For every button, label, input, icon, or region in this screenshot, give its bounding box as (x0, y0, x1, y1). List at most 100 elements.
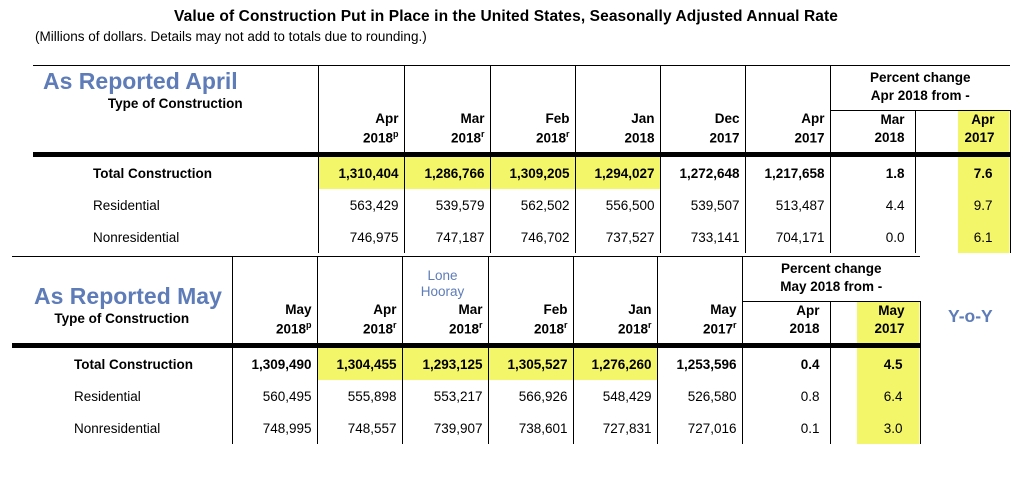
table-row-residential: Residential 560,495 555,898 553,217 566,… (12, 380, 921, 413)
data-cell: 746,702 (489, 221, 575, 254)
column-header-jan2018: Jan 2018r (572, 256, 657, 349)
data-cell: 746,975 (317, 221, 404, 254)
data-cell: 1,294,027 (574, 154, 660, 190)
data-cell: 1,309,205 (489, 154, 575, 190)
row-label: Total Construction (93, 165, 212, 181)
column-header-feb2018: Feb 2018r (487, 256, 573, 349)
data-cell: 562,502 (489, 189, 575, 222)
data-cell: 539,579 (403, 189, 490, 222)
data-cell: 727,831 (572, 412, 657, 445)
pct-subheader-mar2018: Mar 2018 (829, 110, 915, 158)
data-cell: 1,253,596 (656, 345, 742, 381)
row-label: Total Construction (74, 356, 193, 372)
data-cell: 526,580 (656, 380, 742, 413)
superscript-r: r (392, 319, 397, 330)
table-row-residential: Residential 563,429 539,579 562,502 556,… (33, 189, 1011, 222)
table-row-total-construction: Total Construction 1,309,490 1,304,455 1… (12, 345, 921, 381)
column-header-mar2018: Mar 2018r (403, 65, 490, 158)
column-header-feb2018: Feb 2018r (489, 65, 575, 158)
superscript-p: p (393, 128, 399, 139)
data-cell: 1,309,490 (231, 345, 317, 381)
data-cell: 1,276,260 (572, 345, 657, 381)
section-title-april: As Reported April (43, 68, 238, 94)
percent-change-group-header: Percent change May 2018 from - (741, 256, 921, 302)
lone-hooray-note: Lone Hooray (420, 268, 465, 300)
data-cell: 566,926 (487, 380, 573, 413)
column-header-apr2018: Apr 2018r (316, 256, 402, 349)
superscript-r: r (647, 319, 652, 330)
pct-subheader-may2017-highlighted: May 2017 (829, 301, 921, 349)
page-subtitle: (Millions of dollars. Details may not ad… (35, 29, 427, 44)
pct-cell: 1.8 (829, 154, 915, 190)
pct-cell: 0.0 (829, 221, 915, 254)
data-cell: 1,293,125 (401, 345, 488, 381)
data-cell: 539,507 (659, 189, 745, 222)
pct-subheader-apr2018: Apr 2018 (741, 301, 830, 349)
table-corner: As Reported May Type of Construction (12, 256, 232, 349)
page-title: Value of Construction Put in Place in th… (174, 8, 838, 25)
pct-cell-highlighted: 6.4 (829, 380, 921, 413)
table-row-nonresidential: Nonresidential 746,975 747,187 746,702 7… (33, 221, 1011, 254)
table-corner: As Reported April Type of Construction (33, 65, 318, 158)
table-as-reported-april: As Reported April Type of Construction A… (33, 65, 1011, 254)
row-label: Nonresidential (74, 420, 161, 436)
table-row-nonresidential: Nonresidential 748,995 748,557 739,907 7… (12, 412, 921, 445)
column-header-apr2018: Apr 2018p (317, 65, 404, 158)
data-cell: 555,898 (316, 380, 402, 413)
column-header-apr2017: Apr 2017 (744, 65, 830, 158)
corner-label: Type of Construction (107, 96, 243, 111)
section-title-may: As Reported May (34, 283, 222, 309)
column-header-may2017: May 2017r (656, 256, 742, 349)
data-cell: 1,217,658 (744, 154, 830, 190)
data-cell: 733,141 (659, 221, 745, 254)
data-cell: 513,487 (744, 189, 830, 222)
data-cell: 553,217 (401, 380, 488, 413)
table-as-reported-may: As Reported May Type of Construction May… (12, 256, 921, 445)
table-row-total-construction: Total Construction 1,310,404 1,286,766 1… (33, 154, 1011, 190)
pct-cell-highlighted: 9.7 (914, 189, 1011, 222)
column-header-may2018: May 2018p (231, 256, 317, 349)
pct-cell-highlighted: 4.5 (829, 345, 921, 381)
superscript-r: r (478, 319, 483, 330)
data-cell: 1,304,455 (316, 345, 402, 381)
row-label: Residential (74, 388, 141, 404)
pct-cell: 0.1 (741, 412, 830, 445)
pct-cell-highlighted: 6.1 (914, 221, 1011, 254)
data-cell: 556,500 (574, 189, 660, 222)
column-header-dec2017: Dec 2017 (659, 65, 745, 158)
row-label: Nonresidential (93, 229, 180, 245)
pct-cell-highlighted: 3.0 (829, 412, 921, 445)
data-cell: 738,601 (487, 412, 573, 445)
pct-cell: 4.4 (829, 189, 915, 222)
pct-cell: 0.4 (741, 345, 830, 381)
data-cell: 548,429 (572, 380, 657, 413)
data-cell: 560,495 (231, 380, 317, 413)
yoy-annotation: Y-o-Y (948, 306, 993, 326)
superscript-r: r (563, 319, 568, 330)
column-header-mar2018: Lone Hooray Mar 2018r (401, 256, 488, 349)
data-cell: 737,527 (574, 221, 660, 254)
data-cell: 727,016 (656, 412, 742, 445)
pct-subheader-apr2017-highlighted: Apr 2017 (914, 110, 1011, 158)
data-cell: 748,995 (231, 412, 317, 445)
corner-label: Type of Construction (54, 311, 190, 326)
data-cell: 1,305,527 (487, 345, 573, 381)
data-cell: 563,429 (317, 189, 404, 222)
data-cell: 739,907 (401, 412, 488, 445)
data-cell: 748,557 (316, 412, 402, 445)
superscript-r: r (565, 128, 570, 139)
data-cell: 1,286,766 (403, 154, 490, 190)
data-cell: 747,187 (403, 221, 490, 254)
pct-cell-highlighted: 7.6 (914, 154, 1011, 190)
column-header-jan2018: Jan 2018 (574, 65, 660, 158)
superscript-r: r (732, 319, 737, 330)
data-cell: 704,171 (744, 221, 830, 254)
superscript-r: r (480, 128, 485, 139)
percent-change-group-header: Percent change Apr 2018 from - (829, 65, 1011, 111)
superscript-p: p (306, 319, 312, 330)
pct-cell: 0.8 (741, 380, 830, 413)
data-cell: 1,310,404 (317, 154, 404, 190)
data-cell: 1,272,648 (659, 154, 745, 190)
row-label: Residential (93, 197, 160, 213)
